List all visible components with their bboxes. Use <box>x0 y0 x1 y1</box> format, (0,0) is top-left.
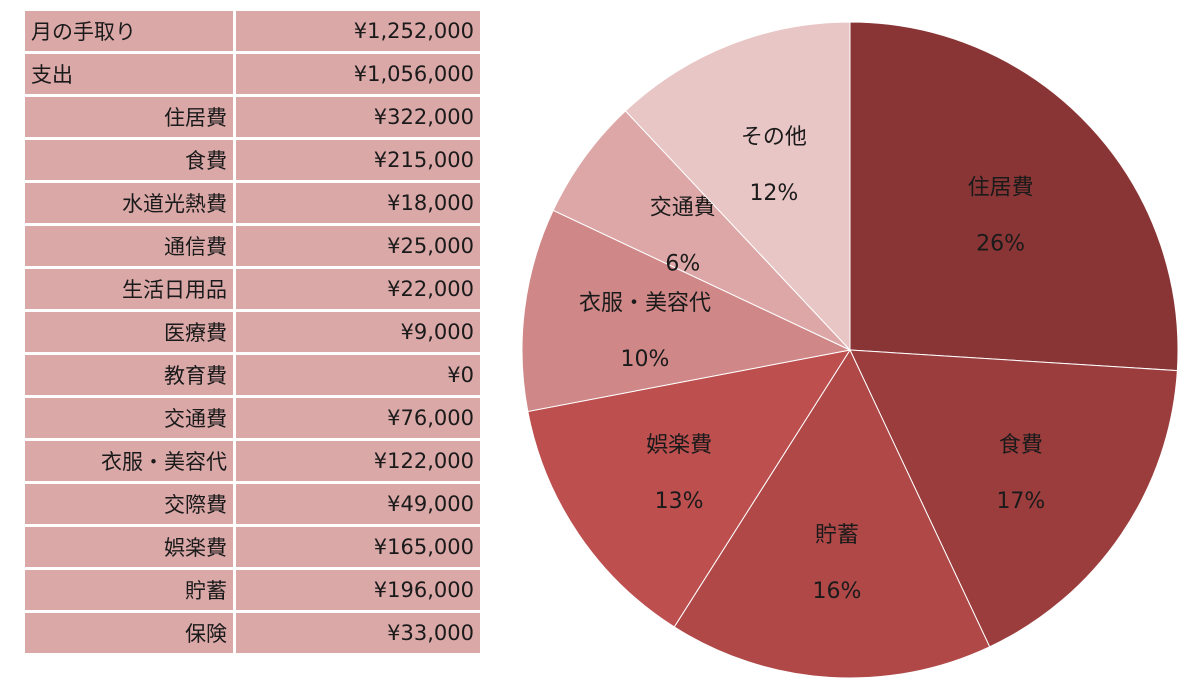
category-value: ¥33,000 <box>233 610 483 656</box>
expense-label: 支出 <box>22 51 236 97</box>
slice-percent: 10% <box>621 347 670 372</box>
slice-label: 貯蓄 <box>815 523 859 548</box>
slice-label: 交通費 <box>650 196 716 221</box>
category-label: 交際費 <box>22 481 236 527</box>
slice-label: 娯楽費 <box>646 433 712 458</box>
budget-table: 月の手取り ¥1,252,000 支出 ¥1,056,000 住居費 ¥322,0… <box>22 8 483 656</box>
pie-slice <box>552 110 851 351</box>
income-row: 月の手取り ¥1,252,000 <box>22 8 483 54</box>
pie-slice <box>527 349 852 628</box>
category-value: ¥196,000 <box>233 567 483 613</box>
category-label: 生活日用品 <box>22 266 236 312</box>
category-label: 食費 <box>22 137 236 183</box>
category-label: 保険 <box>22 610 236 656</box>
table-row: 保険 ¥33,000 <box>22 610 483 656</box>
income-label: 月の手取り <box>22 8 236 54</box>
category-label: 通信費 <box>22 223 236 269</box>
table-row: 食費 ¥215,000 <box>22 137 483 183</box>
pie-slice <box>624 21 851 352</box>
pie-slice <box>849 349 1178 648</box>
table-row: 住居費 ¥322,000 <box>22 94 483 140</box>
pie-slice <box>849 21 1179 372</box>
slice-label: 食費 <box>999 433 1043 458</box>
category-value: ¥122,000 <box>233 438 483 484</box>
category-value: ¥25,000 <box>233 223 483 269</box>
category-label: 水道光熱費 <box>22 180 236 226</box>
category-label: 医療費 <box>22 309 236 355</box>
table-row: 通信費 ¥25,000 <box>22 223 483 269</box>
slice-percent: 12% <box>749 181 798 206</box>
category-value: ¥215,000 <box>233 137 483 183</box>
category-value: ¥0 <box>233 352 483 398</box>
category-value: ¥165,000 <box>233 524 483 570</box>
slice-percent: 13% <box>655 489 704 514</box>
slice-percent: 17% <box>996 489 1045 514</box>
table-row: 教育費 ¥0 <box>22 352 483 398</box>
table-row: 生活日用品 ¥22,000 <box>22 266 483 312</box>
pie-slice <box>521 209 852 413</box>
slice-label: その他 <box>741 125 807 150</box>
category-value: ¥322,000 <box>233 94 483 140</box>
pie-slice <box>673 348 991 679</box>
table-row: 水道光熱費 ¥18,000 <box>22 180 483 226</box>
category-label: 衣服・美容代 <box>22 438 236 484</box>
slice-percent: 26% <box>976 232 1025 257</box>
expense-row: 支出 ¥1,056,000 <box>22 51 483 97</box>
category-value: ¥76,000 <box>233 395 483 441</box>
slice-percent: 16% <box>813 579 862 604</box>
table-row: 衣服・美容代 ¥122,000 <box>22 438 483 484</box>
income-value: ¥1,252,000 <box>233 8 483 54</box>
slice-percent: 6% <box>665 252 700 277</box>
category-value: ¥22,000 <box>233 266 483 312</box>
table-row: 医療費 ¥9,000 <box>22 309 483 355</box>
category-value: ¥49,000 <box>233 481 483 527</box>
table-row: 交際費 ¥49,000 <box>22 481 483 527</box>
category-label: 教育費 <box>22 352 236 398</box>
category-value: ¥18,000 <box>233 180 483 226</box>
table-row: 娯楽費 ¥165,000 <box>22 524 483 570</box>
slice-label: 住居費 <box>968 176 1034 201</box>
category-label: 住居費 <box>22 94 236 140</box>
table-row: 貯蓄 ¥196,000 <box>22 567 483 613</box>
slice-label: 衣服・美容代 <box>579 291 711 316</box>
budget-table-body: 月の手取り ¥1,252,000 支出 ¥1,056,000 住居費 ¥322,0… <box>22 8 483 656</box>
category-label: 貯蓄 <box>22 567 236 613</box>
category-value: ¥9,000 <box>233 309 483 355</box>
category-label: 娯楽費 <box>22 524 236 570</box>
category-label: 交通費 <box>22 395 236 441</box>
expense-value: ¥1,056,000 <box>233 51 483 97</box>
table-row: 交通費 ¥76,000 <box>22 395 483 441</box>
pie-chart: 住居費 26% 食費 17% 貯蓄 16% 娯楽費 13% 衣服・美容代 10% 交通費 6% その他 1… <box>521 21 1179 679</box>
